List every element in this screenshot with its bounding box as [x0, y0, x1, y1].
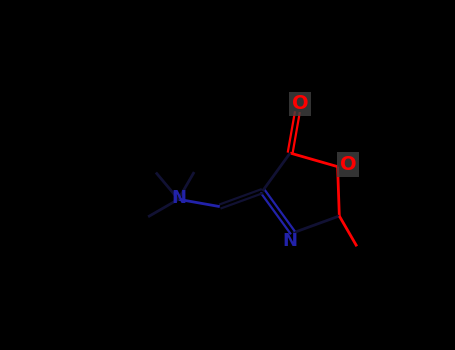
Text: O: O	[292, 94, 308, 113]
Text: O: O	[340, 155, 356, 174]
Text: N: N	[282, 232, 297, 250]
Text: N: N	[171, 189, 186, 206]
